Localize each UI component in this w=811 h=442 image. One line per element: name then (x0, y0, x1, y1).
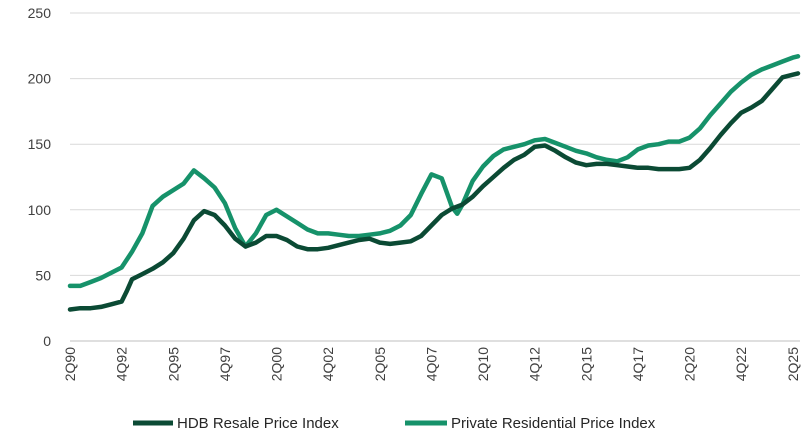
x-tick-label-2Q10: 2Q10 (475, 347, 491, 381)
legend-entry-private: Private Residential Price Index (405, 415, 656, 432)
x-tick-label-2Q95: 2Q95 (165, 347, 181, 381)
x-tick-label-4Q92: 4Q92 (114, 347, 130, 381)
x-axis-tick-labels: 2Q90 4Q92 2Q95 4Q97 2Q00 4Q02 2Q05 4Q07 2Q10 4Q12… (62, 347, 801, 381)
series-line-hdb (67, 71, 801, 312)
y-tick-label-250: 250 (28, 5, 52, 21)
x-tick-label-4Q02: 4Q02 (320, 347, 336, 381)
x-tick-label-2Q20: 2Q20 (682, 347, 698, 381)
x-tick-label-2Q00: 2Q00 (269, 347, 285, 381)
legend: HDB Resale Price Index Private Residenti… (133, 415, 656, 432)
legend-entry-hdb: HDB Resale Price Index (133, 415, 339, 432)
x-tick-label-4Q97: 4Q97 (217, 347, 233, 381)
y-tick-label-100: 100 (28, 202, 52, 218)
x-tick-label-4Q22: 4Q22 (733, 347, 749, 381)
x-tick-label-2Q25: 2Q25 (785, 347, 801, 381)
series-line-private (67, 54, 801, 289)
x-tick-label-2Q05: 2Q05 (372, 347, 388, 381)
y-axis-tick-labels: 0 50 100 150 200 250 (28, 5, 52, 349)
y-tick-label-0: 0 (43, 333, 51, 349)
x-tick-label-4Q17: 4Q17 (630, 347, 646, 381)
x-tick-label-4Q12: 4Q12 (527, 347, 543, 381)
gridlines (70, 12, 800, 276)
legend-label-hdb: HDB Resale Price Index (177, 415, 339, 432)
x-tick-label-2Q90: 2Q90 (62, 347, 78, 381)
x-tick-label-4Q07: 4Q07 (423, 347, 439, 381)
x-tick-label-2Q15: 2Q15 (578, 347, 594, 381)
y-tick-label-200: 200 (28, 71, 52, 87)
y-tick-label-150: 150 (28, 136, 52, 152)
series-lines (67, 54, 801, 312)
legend-label-private: Private Residential Price Index (451, 415, 656, 432)
y-tick-label-50: 50 (35, 267, 51, 283)
